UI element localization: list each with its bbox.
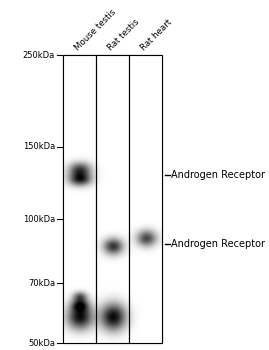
Text: Rat testis: Rat testis — [106, 17, 141, 52]
Text: 70kDa: 70kDa — [28, 279, 55, 288]
Text: 250kDa: 250kDa — [23, 51, 55, 60]
Bar — [96, 55, 129, 343]
Bar — [129, 55, 162, 343]
Bar — [129, 55, 162, 343]
Bar — [96, 55, 129, 343]
Text: Rat heart: Rat heart — [139, 17, 174, 52]
Bar — [63, 55, 96, 343]
Text: 150kDa: 150kDa — [23, 142, 55, 151]
Text: 100kDa: 100kDa — [23, 215, 55, 224]
Text: Androgen Receptor: Androgen Receptor — [171, 170, 265, 180]
Text: Androgen Receptor: Androgen Receptor — [171, 239, 265, 249]
Text: Mouse testis: Mouse testis — [73, 7, 118, 52]
Text: 50kDa: 50kDa — [28, 339, 55, 348]
Bar — [63, 55, 96, 343]
